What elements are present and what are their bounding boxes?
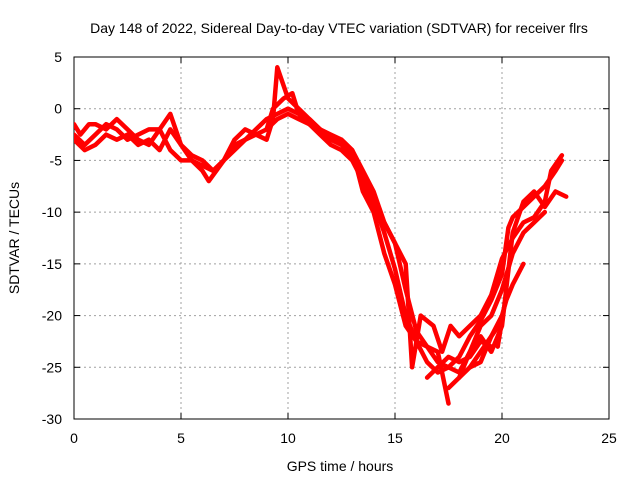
x-tick-labels: 0 5 10 15 20 25: [70, 430, 617, 446]
series-trace-2: [74, 106, 451, 406]
series-trace-3: [74, 65, 569, 375]
series-trace-5: [446, 209, 548, 391]
plot-frame: [73, 56, 610, 420]
series-trace-8: [424, 339, 494, 380]
series-layer: [74, 65, 569, 406]
x-tick-label: 20: [494, 430, 510, 446]
x-tick-label: 15: [387, 430, 403, 446]
axis-ticks: [73, 56, 610, 420]
series-trace-4: [264, 90, 565, 370]
x-axis-label: GPS time / hours: [287, 458, 394, 474]
x-tick-label: 25: [601, 430, 617, 446]
chart-title: Day 148 of 2022, Sidereal Day-to-day VTE…: [90, 20, 588, 36]
x-tick-label: 0: [70, 430, 78, 446]
series-trace-1: [74, 111, 565, 375]
y-tick-labels: 5 0 -5 -10 -15 -20 -25 -30: [42, 49, 62, 427]
y-tick-label: 5: [54, 49, 62, 65]
y-tick-label: -25: [42, 359, 62, 375]
y-axis-label: SDTVAR / TECUs: [6, 182, 22, 294]
x-tick-label: 5: [177, 430, 185, 446]
series-trace-7: [456, 261, 526, 380]
y-tick-label: -5: [50, 152, 63, 168]
y-tick-label: -15: [42, 256, 62, 272]
grid: [74, 57, 609, 419]
y-tick-label: 0: [54, 101, 62, 117]
y-tick-label: -20: [42, 308, 62, 324]
y-tick-label: -10: [42, 204, 62, 220]
x-tick-label: 10: [280, 430, 296, 446]
y-tick-label: -30: [42, 411, 62, 427]
